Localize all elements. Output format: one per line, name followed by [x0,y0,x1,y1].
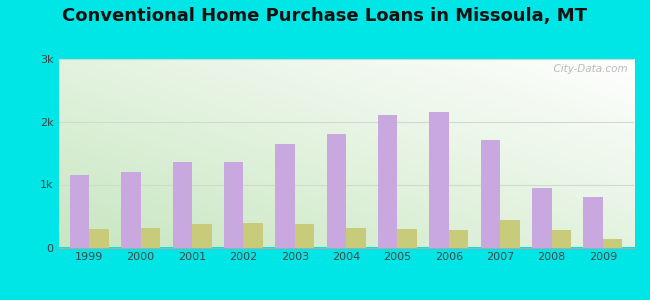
Bar [346,228,366,248]
Bar [481,140,500,248]
Bar [449,230,469,248]
Bar [552,230,571,248]
Bar [89,229,109,247]
Bar [603,239,623,247]
Bar [70,175,89,248]
Bar [121,172,140,247]
Bar [294,224,315,248]
Bar [584,197,603,248]
Bar [398,229,417,248]
Bar [275,144,294,248]
Bar [326,134,346,247]
Text: Conventional Home Purchase Loans in Missoula, MT: Conventional Home Purchase Loans in Miss… [62,8,588,26]
Text: City-Data.com: City-Data.com [547,64,628,74]
Bar [430,112,449,248]
Bar [500,220,520,248]
Bar [224,163,243,248]
Bar [378,115,398,248]
Bar [532,188,552,248]
Bar [192,224,211,247]
Bar [140,228,160,248]
Bar [243,223,263,248]
Bar [172,163,192,248]
